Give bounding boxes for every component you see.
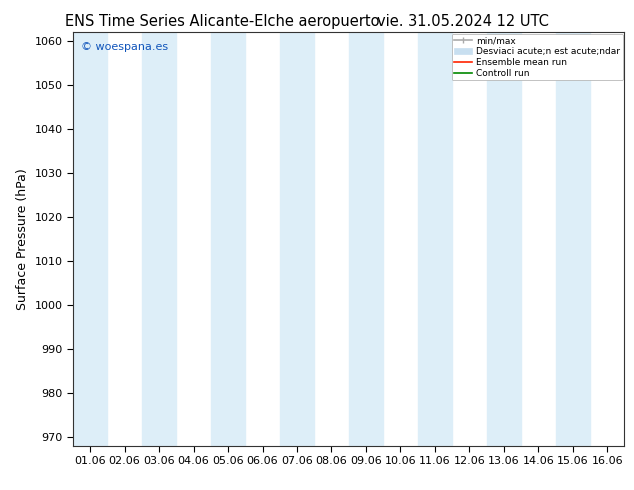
Bar bbox=[142, 32, 176, 446]
Bar bbox=[73, 32, 107, 446]
Text: © woespana.es: © woespana.es bbox=[81, 42, 168, 52]
Bar bbox=[349, 32, 383, 446]
Bar bbox=[280, 32, 314, 446]
Y-axis label: Surface Pressure (hPa): Surface Pressure (hPa) bbox=[16, 168, 29, 310]
Text: vie. 31.05.2024 12 UTC: vie. 31.05.2024 12 UTC bbox=[377, 14, 549, 29]
Bar bbox=[487, 32, 521, 446]
Legend: min/max, Desviaci acute;n est acute;ndar, Ensemble mean run, Controll run: min/max, Desviaci acute;n est acute;ndar… bbox=[451, 34, 623, 80]
Bar bbox=[418, 32, 452, 446]
Text: ENS Time Series Alicante-Elche aeropuerto: ENS Time Series Alicante-Elche aeropuert… bbox=[65, 14, 379, 29]
Bar bbox=[555, 32, 590, 446]
Bar bbox=[210, 32, 245, 446]
